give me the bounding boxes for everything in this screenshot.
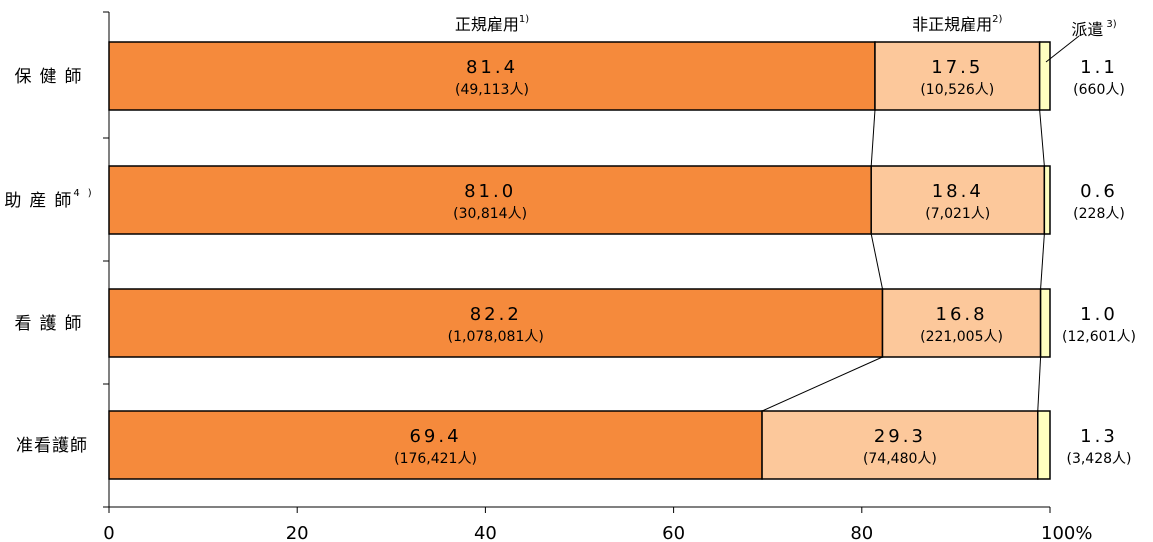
bar-segment — [870, 165, 1046, 235]
value-label: 0.6 — [1080, 181, 1118, 202]
bars — [108, 41, 1051, 480]
bar-segment — [108, 41, 876, 111]
category-label: 准看護師 — [16, 436, 88, 456]
bar-segment — [874, 41, 1041, 111]
series-label-pointer — [1045, 35, 1080, 63]
count-label: (176,421人) — [394, 451, 477, 467]
category-label: 助産師4) — [4, 188, 99, 211]
series-label-note: 2) — [992, 14, 1002, 25]
category-label: 保健師 — [15, 67, 90, 87]
count-label: (10,526人) — [920, 82, 994, 98]
bar-segment — [108, 288, 884, 358]
bar-segment — [1043, 165, 1051, 235]
series-label-note: 3) — [1106, 19, 1116, 30]
series-label: 正規雇用1) — [455, 14, 529, 34]
value-label: 29.3 — [874, 426, 926, 447]
connector-line — [1039, 109, 1045, 167]
series-label-note: 1) — [519, 14, 529, 25]
x-tick-label: 80 — [850, 523, 873, 542]
x-tick-label: 0 — [103, 523, 114, 542]
series-label: 非正規雇用2) — [912, 14, 1002, 34]
category-label-note: 4) — [73, 188, 99, 199]
value-label: 18.4 — [932, 181, 984, 202]
x-tick-label: 100% — [1041, 523, 1092, 542]
bar-segment — [1039, 288, 1051, 358]
count-label: (221,005人) — [920, 329, 1003, 345]
connector-line — [870, 109, 876, 167]
count-label: (12,601人) — [1062, 329, 1136, 345]
bar-segment — [1038, 41, 1051, 111]
bar-segment — [108, 165, 872, 235]
bar-segment — [1037, 410, 1051, 480]
value-label: 69.4 — [409, 426, 461, 447]
axes: 0 20 40 60 80 100% — [103, 11, 1092, 542]
count-label: (49,113人) — [455, 82, 529, 98]
value-label: 1.1 — [1080, 57, 1118, 78]
value-label: 82.2 — [470, 304, 522, 325]
x-tick-label: 60 — [662, 523, 685, 542]
connector-line — [1040, 233, 1045, 290]
labels: 正規雇用1) 非正規雇用2) 派遣 3) 保健師 81.4 (49,113人) 17.5 (10… — [4, 14, 1136, 467]
x-tick-label: 40 — [474, 523, 497, 542]
connector-line — [761, 356, 883, 412]
bar-segment — [108, 410, 763, 480]
x-tick-label: 20 — [286, 523, 309, 542]
connector-lines — [761, 109, 1045, 412]
count-label: (228人) — [1073, 206, 1125, 222]
connector-line — [870, 233, 883, 290]
value-label: 81.0 — [464, 181, 516, 202]
value-label: 17.5 — [931, 57, 983, 78]
connector-line — [1037, 356, 1042, 412]
series-label: 派遣 3) — [1071, 19, 1116, 39]
count-label: (1,078,081人) — [448, 329, 544, 345]
value-label: 1.0 — [1080, 304, 1118, 325]
category-label: 看護師 — [15, 314, 90, 334]
count-label: (30,814人) — [453, 206, 527, 222]
count-label: (660人) — [1073, 82, 1125, 98]
count-label: (7,021人) — [925, 206, 990, 222]
value-label: 16.8 — [936, 304, 988, 325]
value-label: 81.4 — [466, 57, 518, 78]
value-label: 1.3 — [1080, 426, 1118, 447]
count-label: (74,480人) — [863, 451, 937, 467]
bar-segment — [761, 410, 1039, 480]
count-label: (3,428人) — [1066, 451, 1131, 467]
